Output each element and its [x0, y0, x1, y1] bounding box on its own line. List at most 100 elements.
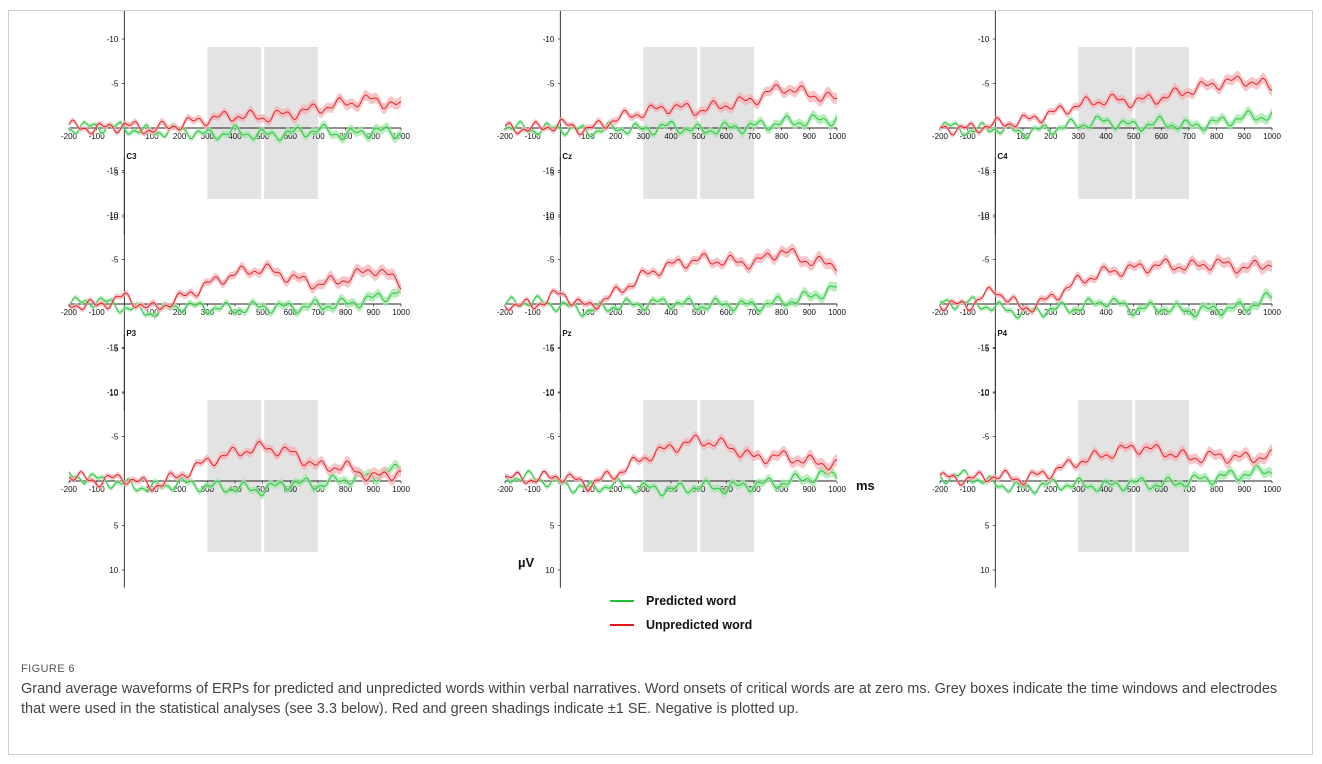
x-tick-label: 700: [747, 308, 761, 317]
x-tick-label: 900: [1238, 132, 1252, 141]
y-tick-label: -5: [111, 433, 119, 442]
x-tick-label: 300: [201, 132, 215, 141]
se-band-unpredicted: [940, 70, 1272, 138]
x-tick-label: -200: [61, 485, 78, 494]
x-tick-label: 700: [1182, 485, 1196, 494]
y-tick-label: -10: [978, 388, 990, 397]
y-tick-label: -5: [982, 80, 990, 89]
analysis-window: [1078, 400, 1133, 552]
y-tick-label: -10: [543, 388, 555, 397]
waveform-predicted: [939, 110, 1273, 140]
x-tick-label: 200: [1044, 308, 1058, 317]
x-tick-label: -100: [960, 485, 977, 494]
waveform-unpredicted: [68, 94, 402, 135]
x-tick-label: 400: [664, 308, 678, 317]
y-tick-label: 5: [114, 345, 119, 354]
erp-panel-pz: -200-1001002003004005006007008009001000-…: [497, 329, 846, 588]
x-tick-label: 400: [1099, 485, 1113, 494]
y-tick-label: 5: [985, 522, 990, 531]
analysis-window: [1135, 400, 1189, 552]
x-tick-label: 200: [173, 485, 187, 494]
y-tick-label: -15: [543, 344, 555, 353]
x-tick-label: 300: [637, 485, 651, 494]
waveform-predicted: [939, 292, 1273, 319]
x-tick-label: 400: [1099, 308, 1113, 317]
y-unit-label: µV: [518, 555, 534, 570]
x-tick-label: 700: [311, 132, 325, 141]
x-tick-label: 800: [775, 132, 789, 141]
y-tick-label: 10: [980, 389, 989, 398]
x-tick-label: 200: [609, 132, 623, 141]
electrode-label: P3: [126, 329, 136, 338]
x-tick-label: 500: [256, 132, 270, 141]
x-tick-label: 1000: [392, 485, 410, 494]
x-tick-label: 600: [1155, 132, 1169, 141]
y-tick-label: -10: [107, 388, 119, 397]
x-tick-label: -200: [497, 308, 514, 317]
x-tick-label: 800: [775, 308, 789, 317]
erp-panel-fz: -200-1001002003004005006007008009001000-…: [497, 11, 846, 235]
x-tick-label: -200: [497, 485, 514, 494]
legend-label-predicted: Predicted word: [646, 594, 736, 608]
x-tick-label: 400: [228, 132, 242, 141]
figure-frame: -200 -100 100 200 300 400 500 600 700 800 900 1000 -…: [8, 10, 1313, 755]
waveform-predicted: [939, 465, 1273, 494]
waveform-unpredicted: [504, 247, 838, 311]
y-tick-label: 10: [545, 566, 554, 575]
erp-panel-c3: -200-1001002003004005006007008009001000-…: [61, 152, 410, 411]
y-tick-label: 10: [109, 566, 118, 575]
y-tick-label: -10: [978, 35, 990, 44]
y-tick-label: 5: [985, 345, 990, 354]
waveform-unpredicted: [504, 434, 838, 492]
x-tick-label: 600: [720, 132, 734, 141]
x-tick-label: 1000: [1263, 308, 1281, 317]
waveform-unpredicted: [68, 263, 402, 311]
erp-panel-cz: -200-1001002003004005006007008009001000-…: [497, 152, 846, 411]
x-tick-label: 1000: [392, 308, 410, 317]
analysis-window: [1135, 47, 1189, 199]
analysis-window: [264, 47, 318, 199]
x-tick-label: 1000: [392, 132, 410, 141]
erp-panel-p3: -200-1001002003004005006007008009001000-…: [61, 329, 410, 588]
x-tick-label: 900: [367, 132, 381, 141]
x-tick-label: 100: [145, 132, 159, 141]
x-tick-label: 1000: [1263, 485, 1281, 494]
y-tick-label: -10: [107, 211, 119, 220]
analysis-window: [643, 400, 698, 552]
y-tick-label: -15: [978, 167, 990, 176]
electrode-label: C4: [997, 152, 1008, 161]
waveform-unpredicted: [68, 441, 402, 492]
se-band-unpredicted: [505, 79, 837, 138]
x-tick-label: 500: [1127, 485, 1141, 494]
x-tick-label: 900: [803, 485, 817, 494]
waveform-unpredicted: [939, 258, 1273, 313]
x-tick-label: -100: [89, 308, 106, 317]
x-tick-label: 900: [803, 132, 817, 141]
x-tick-label: 300: [1072, 132, 1086, 141]
x-tick-label: -200: [932, 132, 949, 141]
y-tick-label: 5: [550, 345, 555, 354]
waveform-predicted: [504, 285, 838, 317]
x-tick-label: 800: [339, 308, 353, 317]
x-tick-label: 200: [173, 132, 187, 141]
y-tick-label: -15: [107, 167, 119, 176]
x-tick-label: -200: [932, 308, 949, 317]
se-band-unpredicted: [940, 254, 1272, 316]
x-tick-label: 600: [284, 132, 298, 141]
x-tick-label: 800: [1210, 485, 1224, 494]
y-tick-label: -15: [107, 344, 119, 353]
x-tick-label: 400: [664, 132, 678, 141]
waveform-predicted: [504, 114, 838, 138]
se-band-predicted: [69, 283, 401, 320]
x-tick-label: 200: [609, 485, 623, 494]
y-tick-label: 10: [545, 389, 554, 398]
x-tick-label: -100: [89, 132, 106, 141]
x-tick-label: 1000: [828, 132, 846, 141]
x-tick-label: 900: [803, 308, 817, 317]
x-tick-label: 700: [1182, 132, 1196, 141]
x-tick-label: -100: [525, 485, 542, 494]
y-tick-label: 10: [109, 213, 118, 222]
x-tick-label: 400: [1099, 132, 1113, 141]
x-tick-label: 300: [201, 485, 215, 494]
y-tick-label: 10: [545, 213, 554, 222]
